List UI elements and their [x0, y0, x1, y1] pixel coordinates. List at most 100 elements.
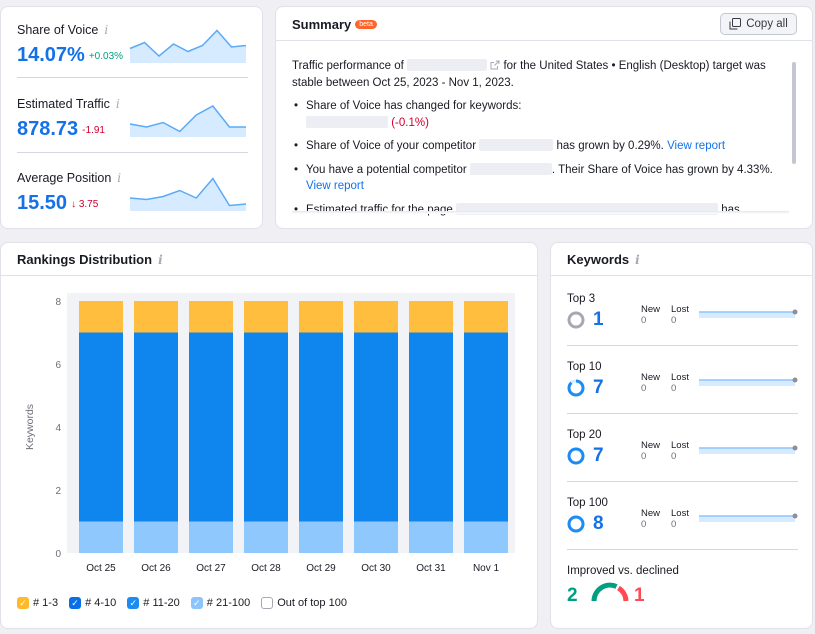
legend-item-4-10[interactable]: ✓ # 4-10	[69, 597, 116, 609]
bar-segment-1-3[interactable]	[464, 301, 508, 333]
y-tick-label: 2	[55, 486, 61, 497]
bar-segment-21-100[interactable]	[464, 521, 508, 554]
legend-item-1-3[interactable]: ✓ # 1-3	[17, 597, 58, 609]
legend-item-11-20[interactable]: ✓ # 11-20	[127, 597, 180, 609]
bar-segment-1-3[interactable]	[409, 301, 453, 333]
bar-segment-4-10[interactable]	[189, 332, 233, 522]
view-report-link[interactable]: View report	[306, 180, 364, 192]
y-tick-label: 0	[55, 549, 61, 560]
summary-title: Summary beta	[292, 17, 377, 32]
bar-segment-4-10[interactable]	[464, 332, 508, 522]
row-label: Top 3	[567, 293, 596, 305]
sparkline-line	[129, 177, 247, 207]
improved-vs-declined[interactable]: Improved vs. declined 2 1	[567, 565, 679, 606]
bar-segment-21-100[interactable]	[354, 521, 398, 554]
x-tick-label: Oct 25	[86, 563, 116, 574]
summary-intro: Traffic performance of for the United St…	[292, 59, 766, 89]
estimated-traffic-metric[interactable]: Estimated Traffic i 878.73 -1.91	[17, 97, 247, 161]
legend-item-21-100[interactable]: ✓ # 21-100	[190, 597, 250, 609]
bar-segment-21-100[interactable]	[244, 521, 288, 554]
row-label: Top 10	[567, 361, 602, 373]
progress-ring-icon	[567, 447, 585, 465]
divider	[567, 413, 798, 414]
bar-segment-21-100[interactable]	[189, 521, 233, 554]
metric-delta: -1.91	[82, 125, 105, 136]
bar-segment-4-10[interactable]	[134, 332, 178, 522]
divider	[567, 345, 798, 346]
x-tick-label: Oct 28	[251, 563, 281, 574]
bar-segment-1-3[interactable]	[354, 301, 398, 333]
summary-card: Summary beta Copy all Traffic performance…	[275, 6, 813, 229]
summary-bullet: Share of Voice of your competitor has gr…	[292, 138, 789, 155]
improved-count: 2	[567, 585, 578, 606]
x-tick-label: Oct 31	[416, 563, 446, 574]
copy-all-button[interactable]: Copy all	[720, 13, 797, 35]
x-tick-label: Oct 27	[196, 563, 226, 574]
bar-segment-1-3[interactable]	[244, 301, 288, 333]
bar-segment-4-10[interactable]	[79, 332, 123, 522]
x-tick-label: Oct 30	[361, 563, 391, 574]
info-icon[interactable]: i	[117, 171, 122, 185]
info-icon[interactable]: i	[115, 97, 120, 111]
metric-value: 15.50 ↓ 3.75	[17, 192, 99, 214]
average-position-sparkline	[129, 177, 247, 211]
view-report-link[interactable]: View report	[667, 140, 726, 152]
progress-ring-icon	[567, 311, 585, 329]
bar-segment-21-100[interactable]	[134, 521, 178, 554]
keyword-row-top-3[interactable]: Top 3 1 New 0 Lost 0	[567, 293, 798, 361]
bar-segment-4-10[interactable]	[354, 332, 398, 522]
keyword-row-top-10[interactable]: Top 10 7 New 0 Lost 0	[567, 361, 798, 429]
progress-ring-icon	[567, 515, 585, 533]
checkbox-icon: ✓	[190, 597, 203, 609]
bar-segment-4-10[interactable]	[244, 332, 288, 522]
x-tick-label: Oct 26	[141, 563, 171, 574]
average-position-metric[interactable]: Average Position i 15.50 ↓ 3.75	[17, 171, 247, 228]
keyword-row-top-20[interactable]: Top 20 7 New 0 Lost 0	[567, 429, 798, 497]
row-value: 7	[593, 377, 604, 398]
bar-segment-21-100[interactable]	[79, 521, 123, 554]
legend-item-out-of-top-100[interactable]: Out of top 100	[261, 597, 347, 609]
external-link-icon[interactable]	[490, 60, 500, 70]
y-axis-label: Keywords	[24, 404, 36, 450]
y-tick-label: 8	[55, 297, 61, 308]
improved-label: Improved vs. declined	[567, 565, 679, 577]
summary-bullet: You have a potential competitor . Their …	[292, 162, 789, 195]
y-tick-label: 6	[55, 360, 61, 371]
info-icon[interactable]: i	[635, 253, 640, 267]
ring-track	[567, 311, 585, 329]
bar-segment-4-10[interactable]	[299, 332, 343, 522]
redacted-competitor	[469, 162, 552, 175]
trend-sparkline	[699, 309, 798, 318]
progress-ring-icon	[567, 379, 585, 397]
share-of-voice-sparkline	[129, 29, 247, 63]
bar-segment-1-3[interactable]	[134, 301, 178, 333]
row-value: 8	[593, 513, 604, 534]
x-tick-label: Nov 1	[473, 563, 500, 574]
trend-sparkline	[699, 445, 798, 454]
x-tick-label: Oct 29	[306, 563, 336, 574]
keyword-row-top-100[interactable]: Top 100 8 New 0 Lost 0	[567, 497, 798, 565]
bar-segment-21-100[interactable]	[299, 521, 343, 554]
info-icon[interactable]: i	[104, 23, 109, 37]
bar-segment-1-3[interactable]	[189, 301, 233, 333]
bar-segment-1-3[interactable]	[79, 301, 123, 333]
share-of-voice-metric[interactable]: Share of Voice i 14.07% +0.03%	[17, 23, 247, 87]
redacted-domain	[407, 59, 488, 71]
redacted-competitor	[479, 139, 554, 151]
sparkline-line	[129, 29, 247, 57]
divider	[567, 549, 798, 550]
checkbox-icon: ✓	[17, 597, 29, 609]
summary-scrollbar[interactable]	[792, 62, 796, 164]
row-label: Top 20	[567, 429, 602, 441]
ring-progress	[567, 447, 585, 465]
bar-segment-1-3[interactable]	[299, 301, 343, 333]
keywords-card: Keywords i Top 3 1 New 0 Lost 0 Top 10 7 Ne…	[550, 242, 813, 629]
chart-legend: ✓ # 1-3 ✓ # 4-10 ✓ # 11-20 ✓ # 21-100 Out of…	[17, 597, 347, 609]
bar-segment-4-10[interactable]	[409, 332, 453, 522]
info-icon[interactable]: i	[158, 253, 163, 267]
scroll-fade	[292, 211, 789, 214]
bar-segment-21-100[interactable]	[409, 521, 453, 554]
divider	[17, 152, 248, 153]
ring-progress	[567, 379, 585, 397]
gauge-icon	[591, 582, 629, 602]
